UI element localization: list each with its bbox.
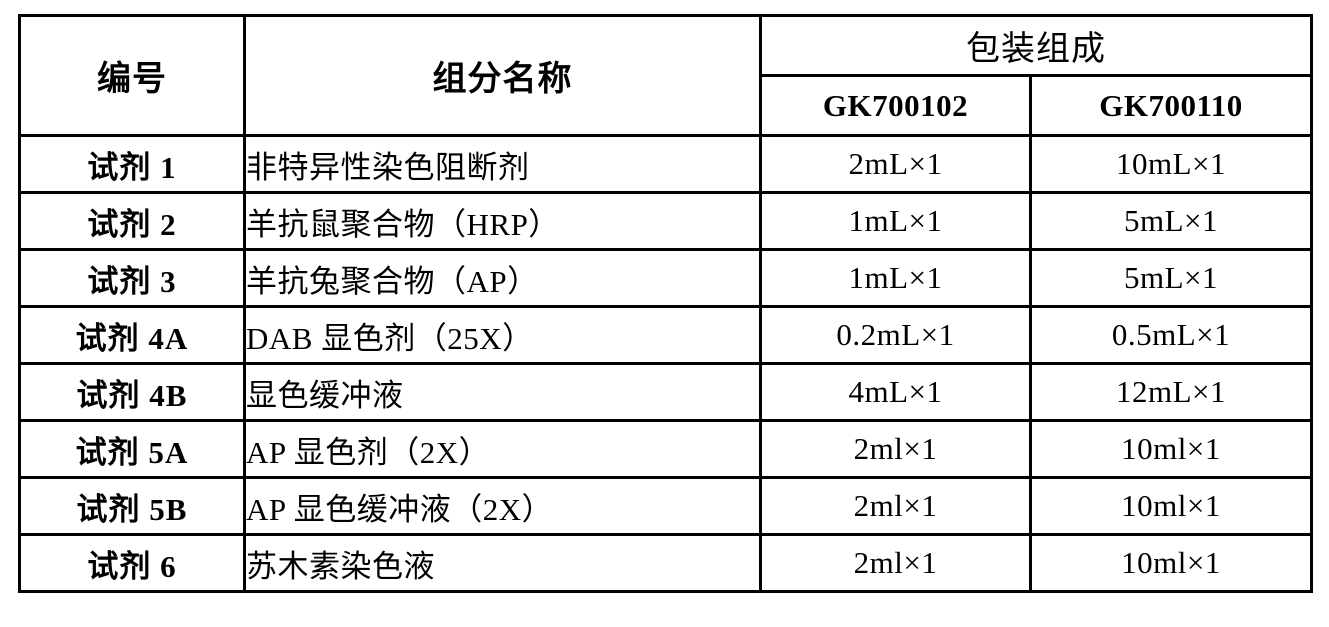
cell-qty-gk700102: 2mL×1 [759, 134, 1032, 194]
cell-qty-gk700102: 2ml×1 [759, 419, 1032, 479]
table-row: 试剂 2 羊抗鼠聚合物（HRP） 1mL×1 5mL×1 [18, 191, 1313, 251]
cell-qty-gk700110: 10mL×1 [1029, 134, 1313, 194]
table-row: 试剂 5A AP 显色剂（2X） 2ml×1 10ml×1 [18, 419, 1313, 479]
kit-components-table-wrapper: 编号 组分名称 包装组成 GK700102 GK700110 试剂 1 非特异性… [18, 14, 1313, 593]
cell-component-name: 苏木素染色液 [243, 533, 762, 593]
cell-component-name: 非特异性染色阻断剂 [243, 134, 762, 194]
cell-reagent-no: 试剂 4A [18, 305, 246, 365]
cell-qty-gk700102: 4mL×1 [759, 362, 1032, 422]
header-row-sku: GK700102 GK700110 [20, 74, 1313, 137]
cell-qty-gk700102: 1mL×1 [759, 248, 1032, 308]
cell-component-name: 羊抗鼠聚合物（HRP） [243, 191, 762, 251]
table-row: 试剂 4B 显色缓冲液 4mL×1 12mL×1 [18, 362, 1313, 422]
cell-qty-gk700110: 0.5mL×1 [1029, 305, 1313, 365]
cell-qty-gk700110: 5mL×1 [1029, 191, 1313, 251]
cell-reagent-no: 试剂 1 [18, 134, 246, 194]
cell-reagent-no: 试剂 4B [18, 362, 246, 422]
cell-component-name: AP 显色剂（2X） [243, 419, 762, 479]
cell-qty-gk700102: 0.2mL×1 [759, 305, 1032, 365]
table-row: 试剂 6 苏木素染色液 2ml×1 10ml×1 [18, 533, 1313, 593]
cell-component-name: DAB 显色剂（25X） [243, 305, 762, 365]
cell-component-name: 羊抗兔聚合物（AP） [243, 248, 762, 308]
cell-reagent-no: 试剂 5A [18, 419, 246, 479]
cell-qty-gk700102: 1mL×1 [759, 191, 1032, 251]
cell-component-name: AP 显色缓冲液（2X） [243, 476, 762, 536]
cell-reagent-no: 试剂 3 [18, 248, 246, 308]
cell-component-name: 显色缓冲液 [243, 362, 762, 422]
cell-reagent-no: 试剂 2 [18, 191, 246, 251]
column-header-no: 编号 [18, 14, 246, 137]
table-row: 试剂 3 羊抗兔聚合物（AP） 1mL×1 5mL×1 [18, 248, 1313, 308]
cell-qty-gk700110: 10ml×1 [1029, 476, 1313, 536]
cell-qty-gk700110: 5mL×1 [1029, 248, 1313, 308]
cell-qty-gk700102: 2ml×1 [759, 476, 1032, 536]
column-header-sku-gk700110: GK700110 [1029, 74, 1313, 137]
table-header: 编号 组分名称 包装组成 GK700102 GK700110 [18, 14, 1313, 137]
cell-qty-gk700110: 12mL×1 [1029, 362, 1313, 422]
table-body: 试剂 1 非特异性染色阻断剂 2mL×1 10mL×1 试剂 2 羊抗鼠聚合物（… [18, 134, 1313, 593]
table-row: 试剂 5B AP 显色缓冲液（2X） 2ml×1 10ml×1 [18, 476, 1313, 536]
cell-reagent-no: 试剂 6 [18, 533, 246, 593]
kit-components-table: 编号 组分名称 包装组成 GK700102 GK700110 试剂 1 非特异性… [18, 14, 1313, 593]
cell-reagent-no: 试剂 5B [18, 476, 246, 536]
column-header-packaging: 包装组成 [759, 14, 1313, 77]
column-header-component-name: 组分名称 [243, 14, 762, 137]
cell-qty-gk700110: 10ml×1 [1029, 419, 1313, 479]
column-header-sku-gk700102: GK700102 [759, 74, 1032, 137]
header-row-top: 编号 组分名称 包装组成 [18, 14, 1313, 137]
table-row: 试剂 4A DAB 显色剂（25X） 0.2mL×1 0.5mL×1 [18, 305, 1313, 365]
cell-qty-gk700110: 10ml×1 [1029, 533, 1313, 593]
table-row: 试剂 1 非特异性染色阻断剂 2mL×1 10mL×1 [18, 134, 1313, 194]
cell-qty-gk700102: 2ml×1 [759, 533, 1032, 593]
